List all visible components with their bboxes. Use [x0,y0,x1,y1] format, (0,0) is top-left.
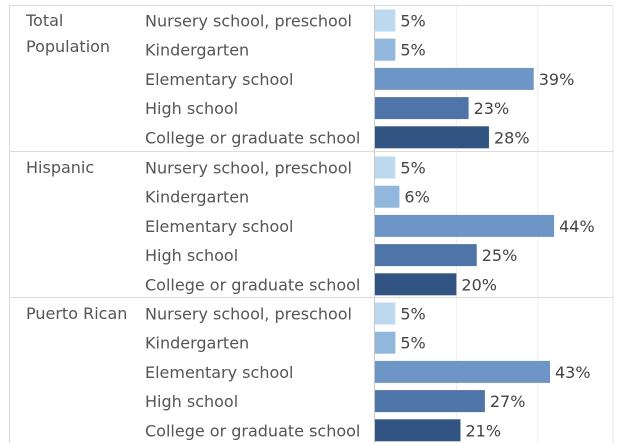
category-label-2-1: Kindergarten [145,334,249,353]
group-label-0: Total [25,11,63,30]
value-label-2-0: 5% [400,305,425,324]
value-label-2-1: 5% [400,334,425,353]
bar-1-3 [375,244,477,267]
value-label-1-0: 5% [400,159,425,178]
bar-2-4 [375,419,461,442]
bar-1-0 [375,156,396,179]
bar-2-2 [375,360,551,383]
category-label-1-1: Kindergarten [145,188,249,207]
bar-2-3 [375,390,485,413]
bar-1-4 [375,273,457,296]
bar-1-2 [375,214,555,237]
bar-0-2 [375,67,534,90]
category-label-2-3: High school [145,392,238,411]
category-label-1-4: College or graduate school [145,275,360,294]
value-label-1-4: 20% [461,275,497,294]
bar-0-3 [375,97,469,120]
category-label-0-0: Nursery school, preschool [145,12,352,31]
value-label-0-3: 23% [474,99,510,118]
value-label-1-1: 6% [404,188,429,207]
category-label-0-1: Kindergarten [145,41,249,60]
category-label-1-3: High school [145,246,238,265]
category-label-0-3: High school [145,99,238,118]
value-label-2-2: 43% [555,363,591,382]
category-label-2-2: Elementary school [145,363,293,382]
bar-2-0 [375,302,396,325]
bar-1-1 [375,185,400,208]
group-label-1: Hispanic [26,158,94,177]
category-label-1-0: Nursery school, preschool [145,159,352,178]
group-label-0-line-1: Population [26,37,110,56]
value-label-1-2: 44% [559,217,595,236]
bar-0-1 [375,38,396,61]
category-label-2-0: Nursery school, preschool [145,305,352,324]
value-label-1-3: 25% [482,246,518,265]
bar-0-0 [375,9,396,32]
value-label-2-4: 21% [465,421,501,440]
value-label-0-2: 39% [539,70,575,89]
bar-0-4 [375,126,489,149]
value-label-0-0: 5% [400,12,425,31]
category-label-0-2: Elementary school [145,70,293,89]
bar-2-1 [375,331,396,354]
value-label-0-1: 5% [400,41,425,60]
value-label-2-3: 27% [490,392,526,411]
value-label-0-4: 28% [494,128,530,147]
category-label-0-4: College or graduate school [145,128,360,147]
category-label-2-4: College or graduate school [145,421,360,440]
group-label-2: Puerto Rican [26,304,127,323]
category-label-1-2: Elementary school [145,217,293,236]
